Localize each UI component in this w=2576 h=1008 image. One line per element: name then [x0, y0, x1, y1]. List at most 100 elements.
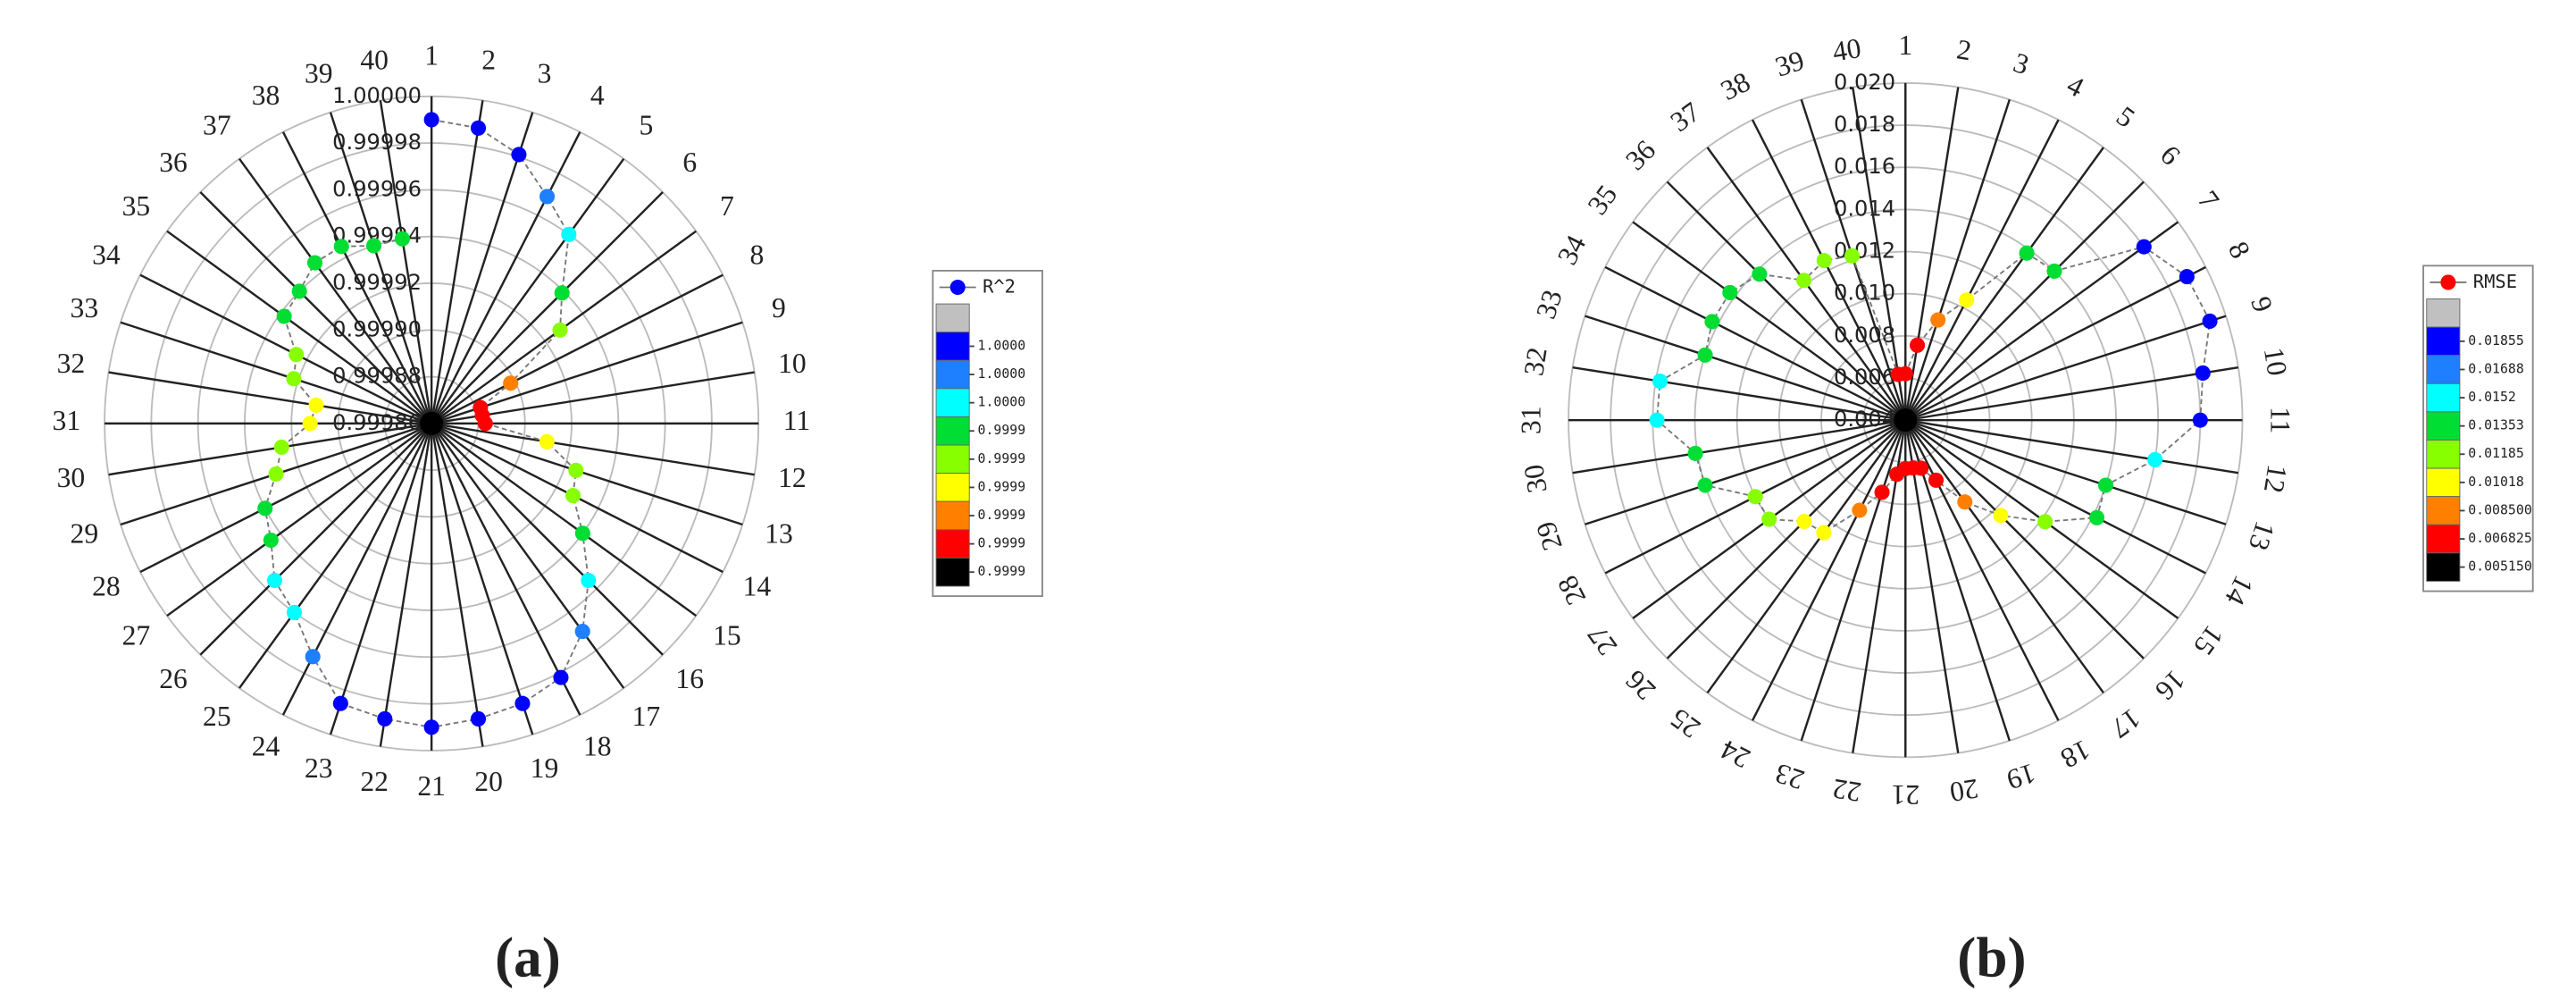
legend-label: R^2 [983, 275, 1016, 297]
data-point [514, 695, 531, 711]
y-tick-label: 0.020 [1834, 70, 1895, 95]
spoke [1904, 87, 1960, 421]
y-tick-label: 0.99992 [332, 270, 422, 295]
category-label: 4 [590, 80, 605, 111]
y-tick-label: 0.018 [1834, 112, 1895, 137]
spoke [120, 321, 432, 425]
category-label: 11 [783, 405, 810, 436]
colorbar-block [2426, 524, 2461, 554]
colorbar-block [2426, 467, 2461, 498]
category-label: 3 [538, 57, 552, 88]
category-label: 26 [159, 663, 188, 694]
category-label: 18 [583, 730, 612, 761]
y-tick-label: 0.99998 [332, 130, 422, 155]
spoke [139, 422, 432, 574]
spoke [238, 423, 433, 689]
data-point [2046, 263, 2062, 279]
spoke [431, 131, 581, 424]
colorbar-label: 1.0000 [978, 337, 1026, 353]
category-label: 27 [122, 619, 151, 651]
data-point [1704, 314, 1720, 330]
category-label: 31 [53, 405, 81, 436]
colorbar-block [935, 444, 970, 475]
category-label: 12 [778, 462, 807, 493]
category-label: 14 [2219, 571, 2260, 610]
data-point [1993, 508, 2009, 524]
spoke [139, 273, 432, 424]
colorbar-label: 0.008500 [2468, 501, 2532, 517]
data-point [1909, 337, 1926, 353]
category-label: 7 [720, 190, 734, 222]
category-label: 37 [1665, 96, 1706, 138]
category-label: 3 [2010, 46, 2033, 80]
data-point [266, 572, 283, 589]
data-point [2202, 313, 2218, 329]
spoke [431, 423, 625, 689]
spoke [431, 423, 664, 656]
colorbar-block [935, 473, 970, 502]
data-point [1844, 248, 1861, 264]
spoke [199, 423, 432, 656]
y-tick-label: 0.010 [1834, 281, 1895, 306]
spoke [1904, 99, 2011, 421]
category-label: 37 [203, 109, 231, 140]
category-label: 21 [1891, 779, 1919, 811]
colorbar-block [2426, 298, 2461, 328]
spoke [238, 158, 433, 424]
category-label: 35 [1581, 180, 1623, 221]
data-point [2019, 245, 2035, 261]
spoke [430, 100, 484, 424]
spoke [1904, 419, 2104, 694]
data-point [1761, 511, 1777, 527]
colorbar-label: 0.9999 [978, 563, 1026, 579]
y-tick-label: 0.99988 [332, 364, 422, 389]
spoke [1904, 119, 2060, 421]
category-label: 10 [2258, 345, 2294, 378]
data-point [394, 231, 410, 247]
data-point [2192, 412, 2208, 428]
category-label: 11 [2264, 407, 2296, 433]
colorbar-label: 0.01353 [2468, 417, 2524, 433]
caption: (b) [1957, 926, 2026, 988]
data-point [581, 572, 597, 589]
y-tick-label: 0.006 [1834, 365, 1895, 390]
data-point [1747, 489, 1763, 505]
category-label: 25 [1665, 702, 1706, 744]
data-point [539, 189, 556, 205]
category-label: 28 [1551, 571, 1593, 610]
data-point [1697, 477, 1713, 493]
data-point [273, 439, 289, 456]
data-point [2037, 514, 2053, 530]
spoke [431, 422, 698, 617]
colorbar-label: 1.0000 [978, 365, 1026, 382]
colorbar-block [2426, 439, 2461, 469]
category-label: 34 [1551, 231, 1593, 270]
data-point [503, 375, 519, 391]
data-point [1816, 253, 1832, 269]
data-point [1796, 273, 1812, 289]
category-label: 19 [531, 752, 559, 784]
category-label: 24 [252, 730, 280, 761]
category-label: 34 [92, 239, 121, 271]
colorbar-label: 0.01688 [2468, 360, 2524, 376]
data-point [1649, 412, 1665, 428]
spoke [431, 422, 755, 476]
colorbar-block [2426, 326, 2461, 357]
data-point [1874, 484, 1890, 500]
colorbar-block [2426, 496, 2461, 525]
colorbar-label: 0.9999 [978, 507, 1026, 523]
category-label: 5 [2111, 100, 2140, 134]
spoke [1904, 419, 2145, 659]
data-point [553, 669, 569, 685]
y-tick-label: 0.99990 [332, 316, 422, 341]
data-point [365, 238, 382, 254]
spoke [199, 191, 432, 424]
data-point [1687, 445, 1703, 461]
category-label: 16 [675, 663, 704, 694]
data-point [1930, 312, 1946, 328]
colorbar-block [935, 332, 970, 361]
spoke [431, 273, 723, 424]
category-label: 12 [2258, 462, 2294, 495]
hub [1894, 408, 1918, 433]
data-point [332, 695, 348, 711]
